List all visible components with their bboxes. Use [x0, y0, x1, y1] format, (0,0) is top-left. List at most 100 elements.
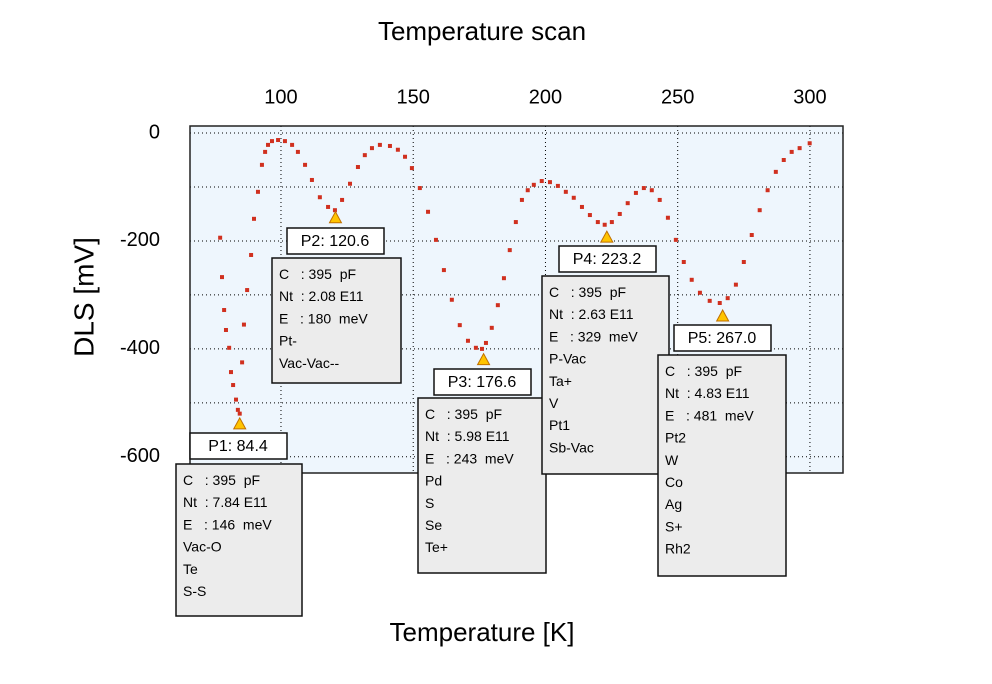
peak-label: P1: 84.4 — [208, 438, 268, 455]
peak-info-box — [657, 354, 787, 577]
data-point — [609, 220, 614, 225]
data-point — [625, 201, 630, 206]
y-axis-label: DLS [mV] — [68, 237, 99, 357]
data-point — [697, 290, 702, 295]
peak-info-line: C : 395 pF — [425, 406, 502, 422]
data-point — [617, 211, 622, 216]
data-point — [749, 233, 754, 238]
data-point — [525, 188, 530, 193]
data-point — [733, 282, 738, 287]
data-point — [681, 259, 686, 264]
peak-info-line: Pt1 — [549, 417, 570, 433]
data-point — [539, 179, 544, 184]
data-point — [218, 235, 223, 240]
data-point — [317, 195, 322, 200]
data-point — [403, 154, 408, 159]
data-point — [441, 268, 446, 273]
peak-info-line: E : 180 meV — [279, 310, 368, 326]
data-point — [290, 142, 295, 147]
data-point — [707, 298, 712, 303]
peak-info-line: E : 146 meV — [183, 516, 272, 532]
peak-info-line: Pt2 — [665, 430, 686, 446]
data-point — [433, 237, 438, 242]
peak-info-line: C : 395 pF — [279, 266, 356, 282]
peak-info-line: V — [549, 395, 559, 411]
data-point — [269, 139, 274, 144]
peak-info-line: E : 481 meV — [665, 407, 754, 423]
data-point — [235, 407, 240, 412]
data-point — [479, 346, 484, 351]
peak-info-line: Te — [183, 561, 198, 577]
data-point — [377, 142, 382, 147]
peak-info-line: Vac-Vac-- — [279, 355, 339, 371]
data-point — [241, 322, 246, 327]
peak-info-box — [271, 257, 402, 384]
peak-info-line: C : 395 pF — [665, 363, 742, 379]
peak-info-line: Nt : 7.84 E11 — [183, 494, 268, 510]
data-point — [282, 139, 287, 144]
data-point — [765, 188, 770, 193]
data-point — [473, 345, 478, 350]
data-point — [231, 383, 236, 388]
peak-info-box — [175, 463, 303, 617]
data-point — [507, 248, 512, 253]
peak-label-box — [189, 432, 288, 460]
data-point — [234, 397, 239, 402]
peak-label-box — [558, 245, 657, 273]
data-point — [781, 157, 786, 162]
peak-info-line: Nt : 2.08 E11 — [279, 288, 364, 304]
peak-marker — [599, 230, 614, 243]
data-point — [587, 213, 592, 218]
peak-info-line: Nt : 5.98 E11 — [425, 428, 510, 444]
peak-info-line: Vac-O — [183, 539, 222, 555]
peak-info-line: Co — [665, 474, 683, 490]
peak-info-line: Ta+ — [549, 373, 572, 389]
data-point — [789, 149, 794, 154]
data-point — [602, 222, 607, 227]
data-point — [276, 138, 281, 143]
peak-info-box — [541, 275, 670, 475]
data-point — [595, 220, 600, 225]
data-point — [807, 141, 812, 146]
data-point — [417, 186, 422, 191]
data-point — [228, 370, 233, 375]
peak-label-box — [433, 368, 532, 396]
data-point — [571, 195, 576, 200]
x-tick-label: 200 — [529, 86, 562, 108]
peak-info-line: C : 395 pF — [549, 284, 626, 300]
data-point — [362, 153, 367, 158]
data-point — [741, 259, 746, 264]
x-tick-label: 150 — [397, 86, 430, 108]
data-point — [449, 297, 454, 302]
data-point — [495, 303, 500, 308]
x-tick-label: 100 — [264, 86, 297, 108]
y-tick-label: -400 — [120, 337, 160, 359]
data-point — [295, 149, 300, 154]
peak-label-box — [673, 324, 772, 352]
data-point — [387, 143, 392, 148]
data-point — [531, 182, 536, 187]
data-point — [369, 146, 374, 151]
peak-info-line: Se — [425, 517, 442, 533]
peak-info-line: E : 329 meV — [549, 328, 638, 344]
data-point — [326, 204, 331, 209]
peak-info-line: Sb-Vac — [549, 439, 594, 455]
data-point — [457, 323, 462, 328]
peak-info-line: P-Vac — [549, 351, 586, 367]
peak-info-line: S-S — [183, 583, 206, 599]
data-point — [579, 204, 584, 209]
data-point — [263, 149, 268, 154]
data-point — [227, 345, 232, 350]
data-point — [355, 165, 360, 170]
peak-info-line: E : 243 meV — [425, 450, 514, 466]
data-point — [245, 288, 250, 293]
data-point — [641, 186, 646, 191]
chart-title: Temperature scan — [378, 16, 586, 46]
data-point — [649, 188, 654, 193]
data-point — [673, 237, 678, 242]
data-point — [249, 252, 254, 257]
peak-label: P4: 223.2 — [573, 251, 642, 268]
peak-info-line: Ag — [665, 496, 682, 512]
peak-info-box — [417, 397, 547, 574]
